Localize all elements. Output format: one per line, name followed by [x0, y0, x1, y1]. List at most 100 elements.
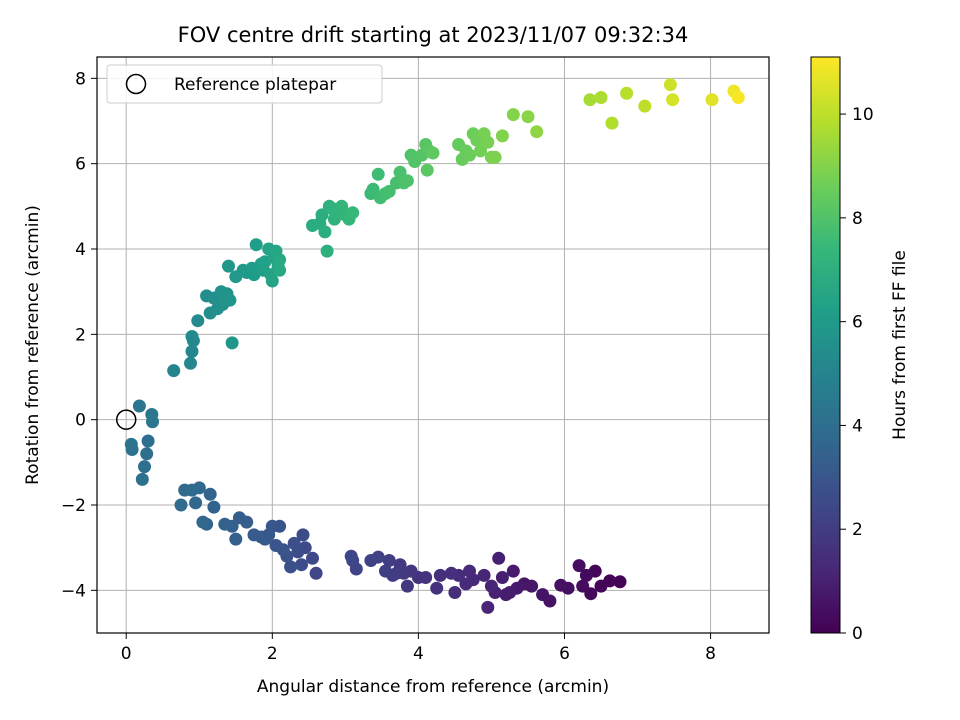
- data-point: [132, 399, 146, 413]
- data-point: [463, 564, 476, 578]
- colorbar-label: Hours from first FF file: [890, 250, 910, 440]
- data-point: [309, 566, 323, 580]
- data-point: [306, 551, 319, 565]
- legend-marker-icon: [125, 73, 147, 95]
- data-point: [320, 244, 334, 258]
- data-point: [140, 447, 154, 461]
- data-point: [400, 174, 414, 188]
- data-point: [189, 496, 203, 510]
- data-point: [506, 108, 520, 122]
- plot-area-frame: [96, 56, 770, 634]
- data-point: [225, 336, 239, 350]
- x-axis-label: Angular distance from reference (arcmin): [257, 677, 609, 697]
- data-point: [521, 110, 535, 124]
- y-tick-label: −2: [61, 496, 86, 516]
- colorbar-tick-label: 8: [852, 209, 863, 229]
- data-point: [191, 314, 205, 328]
- data-point: [273, 253, 287, 267]
- data-point: [426, 146, 440, 160]
- data-point: [207, 500, 221, 514]
- data-point: [463, 148, 476, 162]
- data-point: [232, 511, 246, 525]
- data-point: [371, 167, 385, 181]
- data-point: [666, 93, 680, 107]
- data-point: [430, 581, 444, 595]
- x-axis-ticks: 0 2 4 6 8: [121, 633, 716, 664]
- data-point: [249, 238, 263, 252]
- data-point: [495, 129, 509, 143]
- data-point: [499, 588, 513, 602]
- data-point: [506, 564, 520, 578]
- x-tick-label: 2: [267, 644, 278, 664]
- y-tick-label: 4: [75, 240, 86, 260]
- data-point: [382, 554, 396, 567]
- data-point: [393, 165, 407, 179]
- data-point: [247, 528, 261, 542]
- colorbar-tick-label: 2: [852, 520, 863, 540]
- legend-entry-label: Reference platepar: [174, 75, 336, 95]
- data-point: [495, 571, 509, 584]
- data-point: [433, 568, 447, 582]
- data-point: [185, 344, 199, 358]
- data-point: [124, 437, 138, 451]
- data-points: [124, 78, 745, 614]
- data-point: [613, 575, 627, 589]
- data-point: [346, 206, 360, 220]
- y-tick-label: 2: [75, 325, 86, 345]
- colorbar-ticks: 0 2 4 6 8 10: [840, 105, 874, 644]
- x-tick-label: 0: [121, 644, 132, 664]
- data-point: [579, 568, 593, 582]
- data-point: [138, 460, 151, 474]
- data-point: [141, 434, 155, 448]
- data-point: [420, 163, 434, 177]
- data-point: [444, 566, 458, 580]
- data-point: [448, 586, 462, 599]
- colorbar-tick-label: 4: [852, 416, 863, 436]
- data-point: [344, 549, 358, 563]
- data-point: [484, 579, 498, 593]
- data-point: [594, 579, 608, 593]
- data-point: [295, 558, 308, 572]
- data-point: [620, 86, 634, 100]
- y-axis-label: Rotation from reference (arcmin): [23, 205, 43, 485]
- colorbar-tick-label: 10: [852, 105, 874, 125]
- data-point: [572, 559, 586, 573]
- data-point: [222, 259, 235, 273]
- data-point: [481, 135, 495, 149]
- data-point: [273, 263, 287, 277]
- data-point: [218, 517, 232, 531]
- data-point: [287, 536, 301, 550]
- x-tick-label: 8: [705, 644, 716, 664]
- data-point: [167, 364, 181, 378]
- data-point: [530, 125, 544, 139]
- data-point: [477, 568, 491, 582]
- x-tick-label: 6: [559, 644, 570, 664]
- y-tick-label: 0: [75, 411, 86, 431]
- data-point: [400, 579, 414, 593]
- data-point: [536, 588, 550, 602]
- data-point: [223, 293, 237, 307]
- data-point: [459, 577, 473, 591]
- data-point: [488, 150, 502, 164]
- chart-title: FOV centre drift starting at 2023/11/07 …: [178, 23, 689, 47]
- data-point: [318, 225, 332, 239]
- data-point: [638, 99, 652, 113]
- data-point: [269, 539, 283, 552]
- data-point: [605, 116, 619, 130]
- y-tick-label: 6: [75, 155, 86, 175]
- data-point: [382, 184, 396, 198]
- data-point: [135, 472, 149, 486]
- data-point: [196, 515, 210, 529]
- colorbar: [810, 56, 841, 634]
- colorbar-tick-label: 6: [852, 313, 863, 333]
- data-point: [174, 498, 188, 512]
- y-axis-ticks: −4 −2 0 2 4 6 8: [61, 69, 97, 601]
- data-point: [284, 560, 298, 574]
- legend: Reference platepar: [106, 64, 383, 104]
- data-point: [576, 579, 590, 593]
- data-point: [663, 78, 677, 92]
- data-point: [265, 274, 279, 288]
- data-point: [296, 528, 310, 542]
- data-point: [366, 182, 380, 196]
- y-tick-label: 8: [75, 69, 86, 89]
